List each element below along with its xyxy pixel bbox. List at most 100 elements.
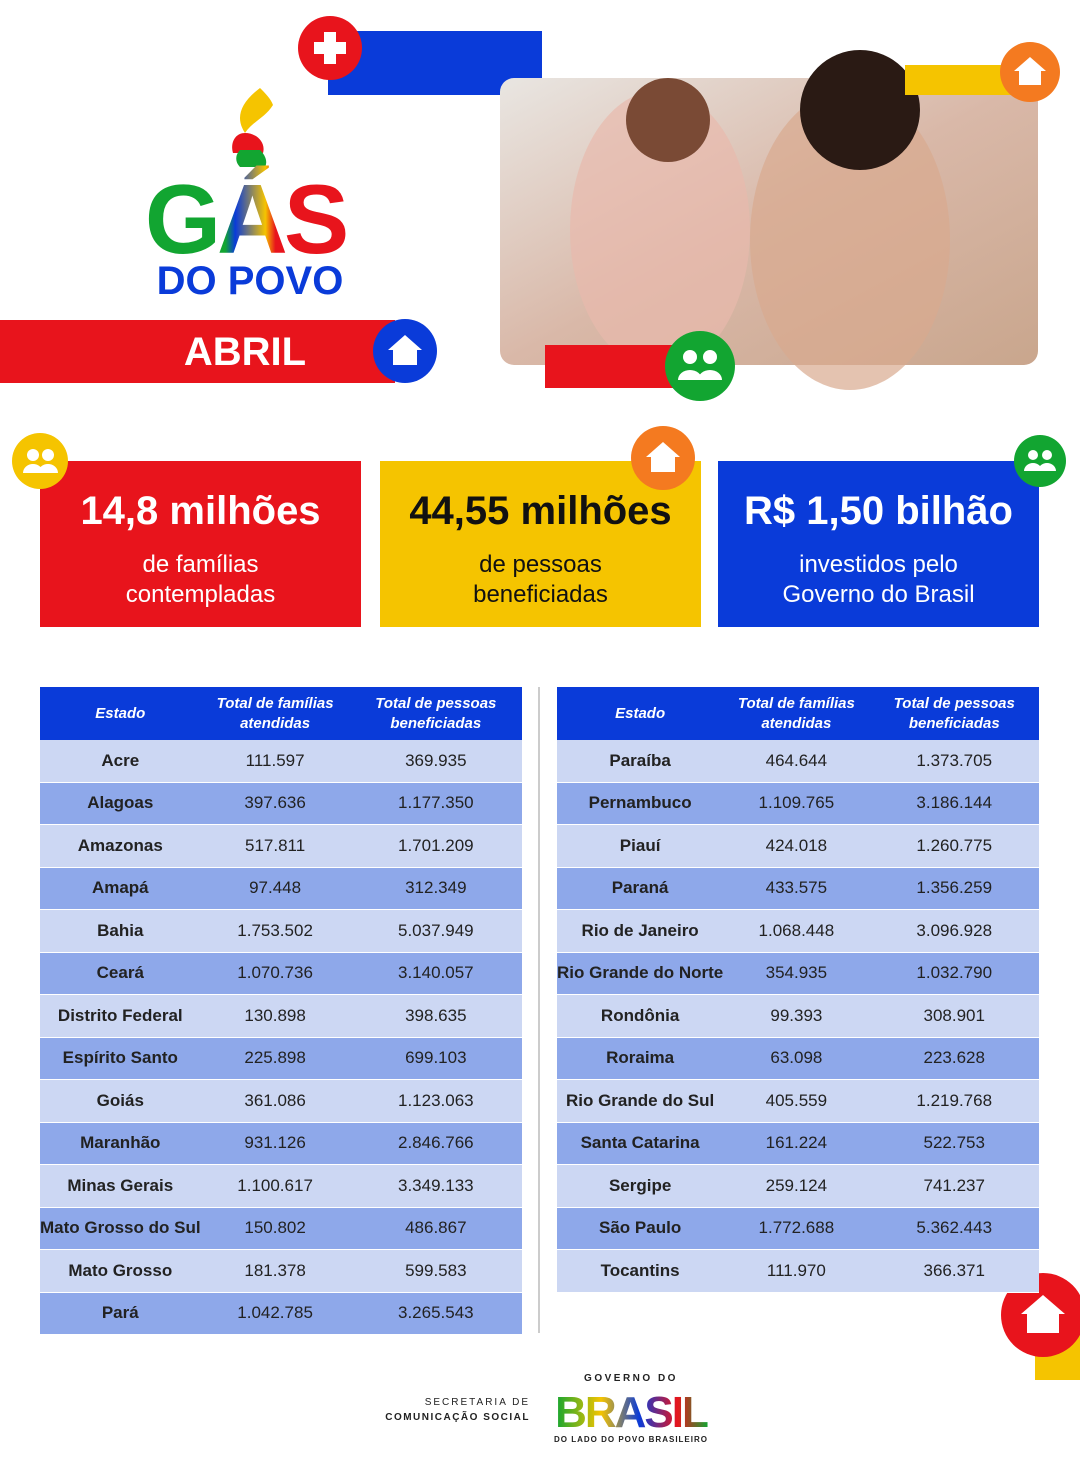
cell: 225.898 — [200, 1037, 350, 1080]
column-header: Estado — [40, 687, 201, 740]
state-cell: Amazonas — [40, 824, 201, 868]
table-row: Santa Catarina 161.224 522.753 — [557, 1122, 1039, 1165]
cell: 161.224 — [723, 1122, 870, 1165]
cell: 150.802 — [200, 1207, 350, 1250]
table-row: Rio de Janeiro 1.068.448 3.096.928 — [557, 909, 1039, 953]
column-header: Total de pessoas beneficiadas — [349, 687, 522, 740]
table-row: Espírito Santo 225.898 699.103 — [40, 1037, 522, 1080]
cell: 3.349.133 — [349, 1164, 522, 1208]
stat-label: de famílias contempladas — [125, 551, 276, 608]
cell: 1.032.790 — [869, 952, 1039, 995]
column-header: Total de pessoas beneficiadas — [869, 687, 1039, 740]
cell: 1.753.502 — [200, 909, 350, 953]
cell: 1.070.736 — [200, 952, 350, 995]
table-row: Acre 111.597 369.935 — [40, 740, 522, 783]
state-cell: Distrito Federal — [40, 994, 201, 1038]
table-row: Goiás 361.086 1.123.063 — [40, 1079, 522, 1123]
header-row: Estado Total de famílias atendidas Total d… — [40, 687, 522, 740]
cell: 366.371 — [869, 1249, 1039, 1293]
gov-top: GOVERNO DO — [584, 1373, 678, 1384]
cell: 3.140.057 — [349, 952, 522, 995]
state-cell: Acre — [40, 740, 201, 783]
cell: 464.644 — [723, 740, 870, 783]
cell: 931.126 — [200, 1122, 350, 1165]
table-row: Ceará 1.070.736 3.140.057 — [40, 952, 522, 995]
stat-value: 44,55 milhões — [409, 489, 672, 533]
cell: 223.628 — [869, 1037, 1039, 1080]
cell: 1.772.688 — [723, 1207, 870, 1250]
state-cell: Alagoas — [40, 782, 201, 825]
cell: 3.265.543 — [349, 1292, 522, 1335]
cell: 97.448 — [200, 867, 350, 910]
state-cell: Paraná — [557, 867, 724, 910]
column-header: Estado — [557, 687, 724, 740]
table-row: Roraima 63.098 223.628 — [557, 1037, 1039, 1080]
table-row: Paraíba 464.644 1.373.705 — [557, 740, 1039, 783]
state-cell: Sergipe — [557, 1164, 724, 1208]
stat-value: 14,8 milhões — [80, 489, 321, 533]
state-cell: Paraíba — [557, 740, 724, 783]
cell: 398.635 — [349, 994, 522, 1038]
state-cell: Santa Catarina — [557, 1122, 724, 1165]
cell: 63.098 — [723, 1037, 870, 1080]
cell: 699.103 — [349, 1037, 522, 1080]
cell: 354.935 — [723, 952, 870, 995]
cell: 5.362.443 — [869, 1207, 1039, 1250]
state-cell: Goiás — [40, 1079, 201, 1123]
cell: 424.018 — [723, 824, 870, 868]
cell: 522.753 — [869, 1122, 1039, 1165]
table-row: Amazonas 517.811 1.701.209 — [40, 824, 522, 868]
state-cell: Pará — [40, 1292, 201, 1335]
cell: 433.575 — [723, 867, 870, 910]
stat-label: investidos pelo Governo do Brasil — [782, 551, 975, 608]
table-row: Sergipe 259.124 741.237 — [557, 1164, 1039, 1208]
state-cell: Piauí — [557, 824, 724, 868]
table-row: Alagoas 397.636 1.177.350 — [40, 782, 522, 825]
cell: 397.636 — [200, 782, 350, 825]
table-row: São Paulo 1.772.688 5.362.443 — [557, 1207, 1039, 1250]
month: ABRIL — [184, 330, 306, 374]
gov-name: BRASIL — [555, 1388, 708, 1437]
state-cell: Rio de Janeiro — [557, 909, 724, 953]
state-cell: Rio Grande do Sul — [557, 1079, 724, 1123]
cell: 111.970 — [723, 1249, 870, 1293]
cell: 1.260.775 — [869, 824, 1039, 868]
cell: 1.109.765 — [723, 782, 870, 825]
stat-box: 44,55 milhões de pessoas beneficiadas — [380, 461, 701, 627]
table-row: Rondônia 99.393 308.901 — [557, 994, 1039, 1038]
table-row: Amapá 97.448 312.349 — [40, 867, 522, 910]
cell: 259.124 — [723, 1164, 870, 1208]
table-row: Paraná 433.575 1.356.259 — [557, 867, 1039, 910]
cell: 5.037.949 — [349, 909, 522, 953]
state-cell: Mato Grosso do Sul — [40, 1207, 201, 1250]
cell: 405.559 — [723, 1079, 870, 1123]
cell: 1.356.259 — [869, 867, 1039, 910]
logo-subtitle: DO POVO — [157, 259, 344, 303]
secretaria-line2: COMUNICAÇÃO SOCIAL — [385, 1410, 530, 1423]
stat-box: R$ 1,50 bilhão investidos pelo Governo do… — [718, 461, 1039, 627]
cell: 1.219.768 — [869, 1079, 1039, 1123]
state-cell: Pernambuco — [557, 782, 724, 825]
cell: 3.096.928 — [869, 909, 1039, 953]
cell: 1.100.617 — [200, 1164, 350, 1208]
state-cell: Roraima — [557, 1037, 724, 1080]
state-cell: Espírito Santo — [40, 1037, 201, 1080]
cell: 130.898 — [200, 994, 350, 1038]
table-row: Maranhão 931.126 2.846.766 — [40, 1122, 522, 1165]
table: Estado Total de famílias atendidas Total d… — [557, 687, 1039, 1293]
cell: 99.393 — [723, 994, 870, 1038]
state-cell: Amapá — [40, 867, 201, 910]
state-cell: Tocantins — [557, 1249, 724, 1293]
cell: 361.086 — [200, 1079, 350, 1123]
cell: 599.583 — [349, 1249, 522, 1293]
stat-label: de pessoas beneficiadas — [473, 551, 608, 608]
table: Estado Total de famílias atendidas Total d… — [40, 687, 522, 1335]
cell: 111.597 — [200, 740, 350, 783]
table-row: Pará 1.042.785 3.265.543 — [40, 1292, 522, 1335]
table-row: Mato Grosso 181.378 599.583 — [40, 1249, 522, 1293]
cell: 369.935 — [349, 740, 522, 783]
cell: 2.846.766 — [349, 1122, 522, 1165]
state-cell: Mato Grosso — [40, 1249, 201, 1293]
state-cell: Maranhão — [40, 1122, 201, 1165]
